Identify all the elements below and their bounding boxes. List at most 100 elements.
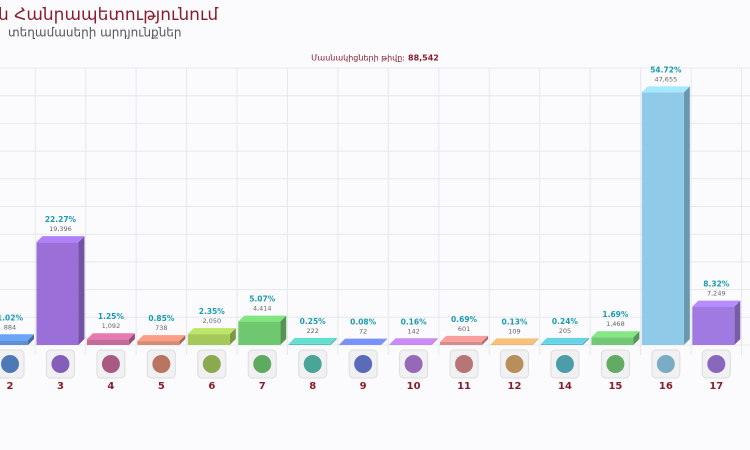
party-logo-mark — [404, 355, 423, 373]
bar-top — [389, 338, 438, 345]
x-tick-label: 4 — [107, 381, 114, 392]
x-tick-label: 3 — [57, 381, 64, 392]
bar — [288, 343, 331, 345]
vote-label: 109 — [508, 327, 520, 335]
party-logo-mark — [656, 355, 675, 373]
bar — [86, 339, 129, 345]
value-label: 0.25% — [300, 317, 327, 326]
vote-label: 601 — [458, 325, 470, 333]
x-tick-label: 14 — [558, 381, 572, 392]
bar-side — [734, 300, 741, 345]
bar-top — [540, 337, 589, 344]
x-tick-label: 11 — [457, 381, 471, 392]
bar-top — [187, 328, 236, 335]
party-logo-mark — [202, 355, 221, 373]
x-tick-label: 6 — [208, 381, 215, 392]
bar-top — [238, 315, 287, 322]
party-logo-mark — [555, 355, 574, 373]
bar-side — [582, 337, 589, 345]
value-label: 1.02% — [0, 313, 23, 322]
bar — [36, 242, 79, 345]
vote-label: 72 — [359, 328, 367, 336]
bar — [389, 344, 432, 345]
party-logo-mark — [51, 355, 70, 373]
bar-top — [36, 236, 85, 243]
value-label: 0.08% — [350, 318, 377, 327]
party-logo-mark — [101, 355, 120, 373]
x-tick-label: 16 — [659, 381, 673, 392]
value-label: 1.25% — [98, 312, 125, 321]
bar — [490, 344, 533, 345]
x-tick-label: 5 — [158, 381, 165, 392]
bar-side — [229, 328, 236, 345]
value-label: 0.24% — [552, 317, 579, 326]
party-logo-mark — [303, 355, 322, 373]
party-logo-mark — [606, 355, 625, 373]
bar-side — [280, 315, 287, 345]
bar-top — [440, 335, 489, 342]
vote-label: 884 — [4, 323, 16, 331]
chart-title: ն Հանրապետությունում — [0, 5, 218, 25]
bar-side — [532, 338, 539, 345]
x-tick-label: 10 — [407, 381, 421, 392]
participants-value: 88,542 — [408, 54, 439, 63]
value-label: 0.16% — [401, 317, 428, 326]
vote-label: 142 — [407, 327, 419, 335]
value-label: 8.32% — [703, 280, 730, 289]
party-logo-mark — [505, 355, 524, 373]
vote-label: 222 — [306, 327, 318, 335]
vote-label: 1,092 — [102, 322, 121, 330]
bar — [0, 340, 28, 345]
participants-label: Մասնակիցների թիվը: — [311, 54, 405, 63]
bar-top — [86, 333, 135, 340]
vote-label: 19,396 — [49, 225, 72, 233]
value-label: 1.69% — [602, 310, 629, 319]
bar-side — [330, 337, 337, 345]
value-label: 5.07% — [249, 295, 276, 304]
bar-side — [78, 236, 85, 345]
vote-label: 2,050 — [202, 317, 221, 325]
x-tick-label: 8 — [309, 381, 316, 392]
bar-top — [288, 337, 337, 344]
chart-subtitle: տեղամասերի արդյունքներ — [8, 26, 182, 40]
bar-side — [633, 331, 640, 345]
party-logo-mark — [253, 355, 272, 373]
party-logo-mark — [1, 355, 19, 373]
vote-label: 205 — [559, 327, 571, 335]
bar-top — [339, 338, 388, 345]
value-label: 0.13% — [501, 317, 528, 326]
bar-top — [692, 300, 741, 307]
bar-top — [137, 335, 186, 342]
party-logo-mark — [354, 355, 373, 373]
bar-top — [0, 334, 34, 341]
x-tick-label: 9 — [360, 381, 367, 392]
vote-label: 738 — [155, 324, 167, 332]
party-logo-mark — [152, 355, 171, 373]
bar-side — [381, 338, 388, 345]
vote-label: 47,655 — [654, 75, 677, 83]
bar-side — [482, 335, 489, 345]
bar-side — [683, 86, 690, 345]
party-logo-mark — [455, 355, 474, 373]
bar — [540, 343, 583, 345]
vote-label: 7,249 — [707, 290, 726, 298]
bar-top — [591, 331, 640, 338]
value-label: 54.72% — [650, 65, 682, 74]
bar — [187, 334, 230, 345]
x-tick-label: 7 — [259, 381, 266, 392]
value-label: 0.85% — [148, 314, 175, 323]
bar — [440, 341, 483, 345]
vote-label: 1,468 — [606, 320, 625, 328]
vote-label: 4,414 — [253, 305, 272, 313]
x-tick-label: 15 — [608, 381, 622, 392]
bar-top — [641, 86, 690, 93]
bar — [641, 92, 684, 345]
bar-side — [179, 335, 186, 345]
bar — [137, 341, 180, 345]
bar — [591, 337, 634, 345]
bar-top — [490, 338, 539, 345]
x-tick-label: 2 — [7, 381, 14, 392]
x-tick-label: 12 — [508, 381, 522, 392]
value-label: 22.27% — [45, 215, 77, 224]
